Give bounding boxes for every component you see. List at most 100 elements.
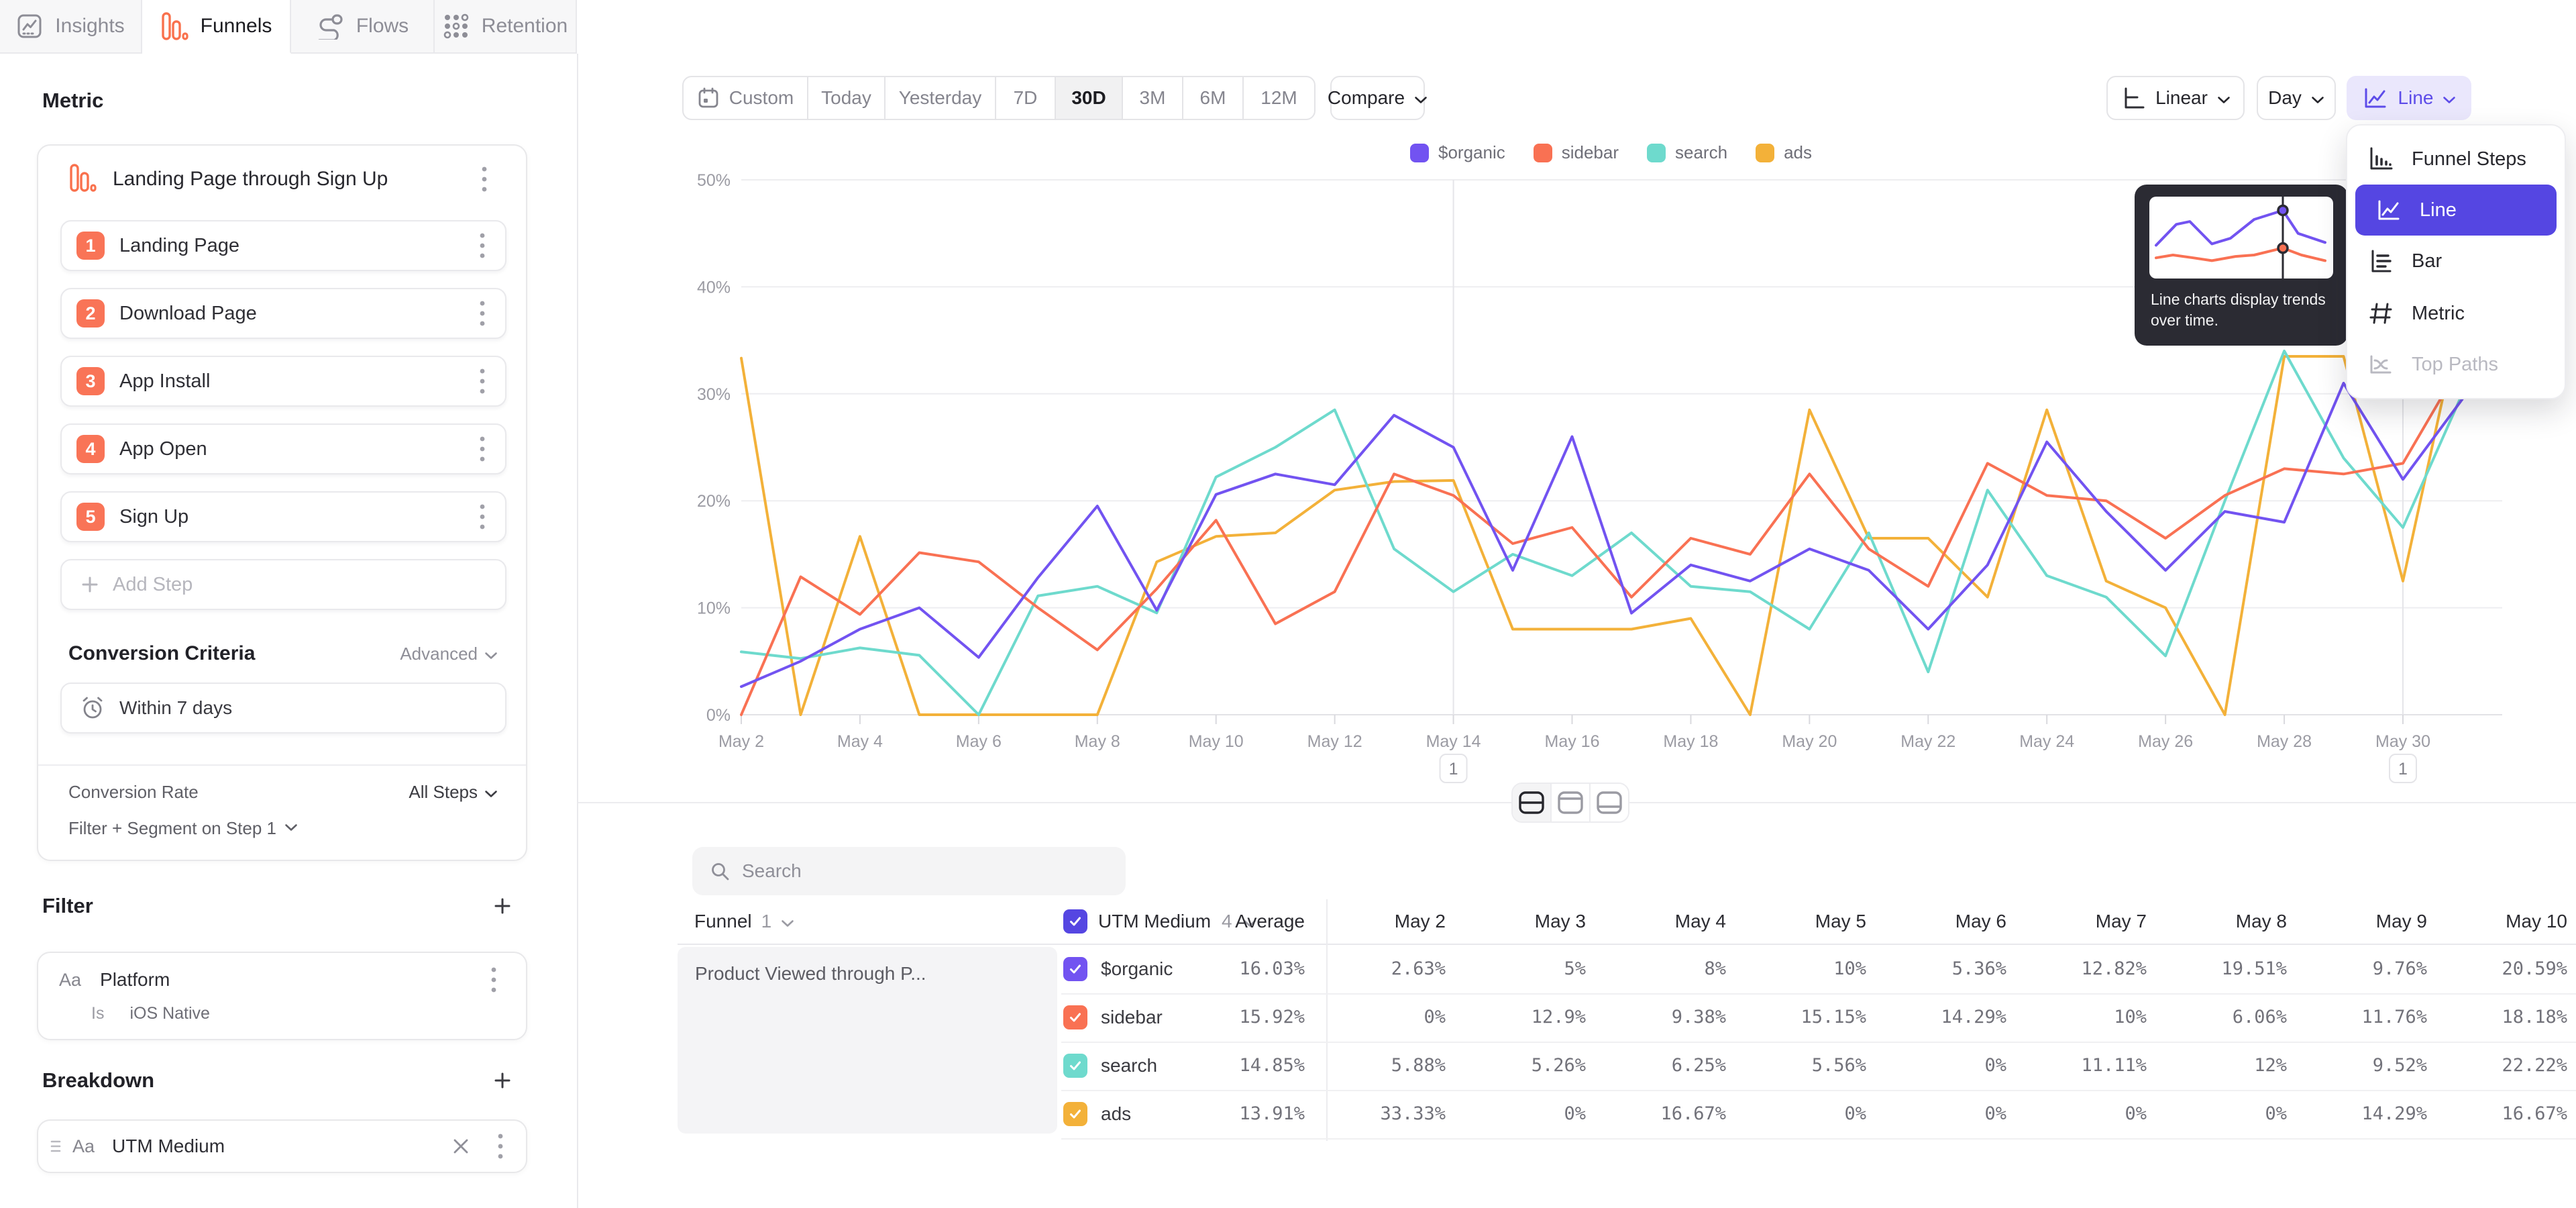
filter-kebab-icon[interactable] xyxy=(480,965,507,995)
filter-condition-row[interactable]: Is iOS Native xyxy=(91,1004,210,1023)
svg-text:40%: 40% xyxy=(697,278,731,297)
series-checkbox[interactable] xyxy=(1063,1005,1087,1029)
table-row-sidebar: sidebar 15.92% 0% 12.9% 9.38% 15.15% 14.29% 10%… xyxy=(578,993,2576,1042)
series-checkbox[interactable] xyxy=(1063,1102,1087,1126)
chart-type-menu: Funnel Steps Line Bar Metric Top Paths xyxy=(2346,124,2566,399)
date-column-header[interactable]: May 2 xyxy=(1394,911,1446,932)
legend-item-organic[interactable]: $organic xyxy=(1410,142,1505,163)
table-row-search: search 14.85% 5.88% 5.26% 6.25% 5.56% 0% 11.11%… xyxy=(578,1042,2576,1090)
add-step-label: Add Step xyxy=(113,573,193,595)
tab-insights[interactable]: Insights xyxy=(0,0,142,54)
funnel-step-app-open[interactable]: 4 App Open xyxy=(60,423,506,474)
tab-flows[interactable]: Flows xyxy=(291,0,435,54)
funnel-kebab-icon[interactable] xyxy=(471,164,498,194)
add-breakdown-button[interactable] xyxy=(493,1071,512,1090)
chart-type-tooltip: Line charts display trends over time. xyxy=(2135,185,2358,346)
series-checkbox[interactable] xyxy=(1063,957,1087,981)
drag-handle-icon[interactable] xyxy=(50,1138,62,1155)
add-step-button[interactable]: Add Step xyxy=(60,559,506,610)
range-3m[interactable]: 3M xyxy=(1123,77,1183,119)
date-column-header[interactable]: May 8 xyxy=(2235,911,2287,932)
funnel-step-sign-up[interactable]: 5 Sign Up xyxy=(60,491,506,542)
row-divider xyxy=(1061,1042,2576,1043)
granularity-button[interactable]: Day xyxy=(2257,76,2336,120)
filter-segment-dropdown[interactable]: Filter + Segment on Step 1 xyxy=(68,818,298,839)
line-chart[interactable]: 0% 10% 20% 30% 40% 50% 1 1 May 2 May 4 May 6 May 8 M… xyxy=(578,0,2576,805)
chevron-down-icon xyxy=(781,899,794,944)
range-today[interactable]: Today xyxy=(808,77,885,119)
date-column-header[interactable]: May 9 xyxy=(2375,911,2427,932)
menu-item-funnel-steps[interactable]: Funnel Steps xyxy=(2347,134,2565,185)
breakdown-column-header[interactable]: UTM Medium 4 xyxy=(1063,899,1256,944)
step-kebab-icon[interactable] xyxy=(469,299,496,328)
conversion-window-row[interactable]: Within 7 days xyxy=(60,683,506,734)
series-name-cell[interactable]: ads xyxy=(1063,1090,1131,1138)
menu-item-bar[interactable]: Bar xyxy=(2347,236,2565,287)
annotation-marker[interactable]: 1 xyxy=(1439,754,1468,783)
all-steps-dropdown[interactable]: All Steps xyxy=(409,782,498,803)
legend-item-sidebar[interactable]: sidebar xyxy=(1533,142,1619,163)
step-kebab-icon[interactable] xyxy=(469,502,496,532)
series-sidebar[interactable] xyxy=(740,360,2464,716)
scale-button[interactable]: Linear xyxy=(2106,76,2245,120)
date-column-header[interactable]: May 10 xyxy=(2506,911,2567,932)
series-name-cell[interactable]: sidebar xyxy=(1063,993,1163,1042)
funnels-icon xyxy=(160,11,189,41)
step-kebab-icon[interactable] xyxy=(469,366,496,396)
remove-breakdown-icon[interactable] xyxy=(452,1138,470,1155)
add-filter-button[interactable] xyxy=(493,897,512,915)
range-7d[interactable]: 7D xyxy=(996,77,1056,119)
menu-item-line[interactable]: Line xyxy=(2355,185,2557,236)
date-column-header[interactable]: May 3 xyxy=(1534,911,1586,932)
advanced-dropdown[interactable]: Advanced xyxy=(400,644,498,664)
range-custom[interactable]: Custom xyxy=(684,77,808,119)
chart-type-button[interactable]: Line xyxy=(2347,76,2471,120)
legend-item-search[interactable]: search xyxy=(1647,142,1727,163)
series-organic[interactable] xyxy=(740,381,2464,689)
filter-property-row[interactable]: Aa Platform xyxy=(59,965,507,995)
series-name-cell[interactable]: $organic xyxy=(1063,945,1173,993)
svg-text:May 12: May 12 xyxy=(1307,732,1362,751)
series-ads[interactable] xyxy=(740,307,2464,716)
tab-retention[interactable]: Retention xyxy=(435,0,577,54)
step-kebab-icon[interactable] xyxy=(469,231,496,260)
date-column-header[interactable]: May 6 xyxy=(1955,911,2006,932)
series-name: sidebar xyxy=(1101,1007,1163,1027)
report-main: Custom Today Yesterday 7D 30D 3M 6M 12M Compare… xyxy=(578,0,2576,1208)
svg-text:May 18: May 18 xyxy=(1663,732,1718,751)
funnel-column-header[interactable]: Funnel 1 xyxy=(694,899,794,944)
funnel-cell[interactable]: Product Viewed through P... xyxy=(678,947,1057,1134)
select-all-checkbox[interactable] xyxy=(1063,909,1087,934)
annotation-marker[interactable]: 1 xyxy=(2389,754,2417,783)
date-column-header[interactable]: May 5 xyxy=(1815,911,1866,932)
menu-item-metric[interactable]: Metric xyxy=(2347,288,2565,339)
range-12m[interactable]: 12M xyxy=(1244,77,1314,119)
svg-text:May 2: May 2 xyxy=(718,732,764,751)
chevron-down-icon xyxy=(2443,87,2456,109)
range-6m[interactable]: 6M xyxy=(1183,77,1244,119)
chart-only-view-button[interactable] xyxy=(1552,784,1591,821)
funnel-step-download-page[interactable]: 2 Download Page xyxy=(60,288,506,339)
date-column-header[interactable]: May 7 xyxy=(2095,911,2147,932)
range-30d[interactable]: 30D xyxy=(1056,77,1123,119)
breakdown-kebab-icon[interactable] xyxy=(487,1131,514,1161)
layout-bottom-icon xyxy=(1595,790,1623,815)
funnel-step-app-install[interactable]: 3 App Install xyxy=(60,356,506,407)
date-column-header[interactable]: May 4 xyxy=(1674,911,1726,932)
table-only-view-button[interactable] xyxy=(1591,784,1628,821)
funnel-title-row[interactable]: Landing Page through Sign Up xyxy=(68,162,498,197)
cell-value: 5% xyxy=(1564,958,1586,979)
compare-button[interactable]: Compare xyxy=(1328,76,1427,120)
funnel-step-landing-page[interactable]: 1 Landing Page xyxy=(60,220,506,271)
range-yesterday[interactable]: Yesterday xyxy=(885,77,996,119)
series-search[interactable] xyxy=(740,350,2464,716)
split-view-button[interactable] xyxy=(1513,784,1552,821)
step-kebab-icon[interactable] xyxy=(469,434,496,464)
series-checkbox[interactable] xyxy=(1063,1054,1087,1078)
legend-item-ads[interactable]: ads xyxy=(1756,142,1812,163)
series-name-cell[interactable]: search xyxy=(1063,1042,1157,1090)
table-search-input[interactable]: Search xyxy=(692,847,1126,895)
tab-funnels[interactable]: Funnels xyxy=(142,0,291,54)
breakdown-property-row[interactable]: Aa UTM Medium xyxy=(50,1121,519,1172)
bar-chart-icon xyxy=(2367,248,2394,274)
